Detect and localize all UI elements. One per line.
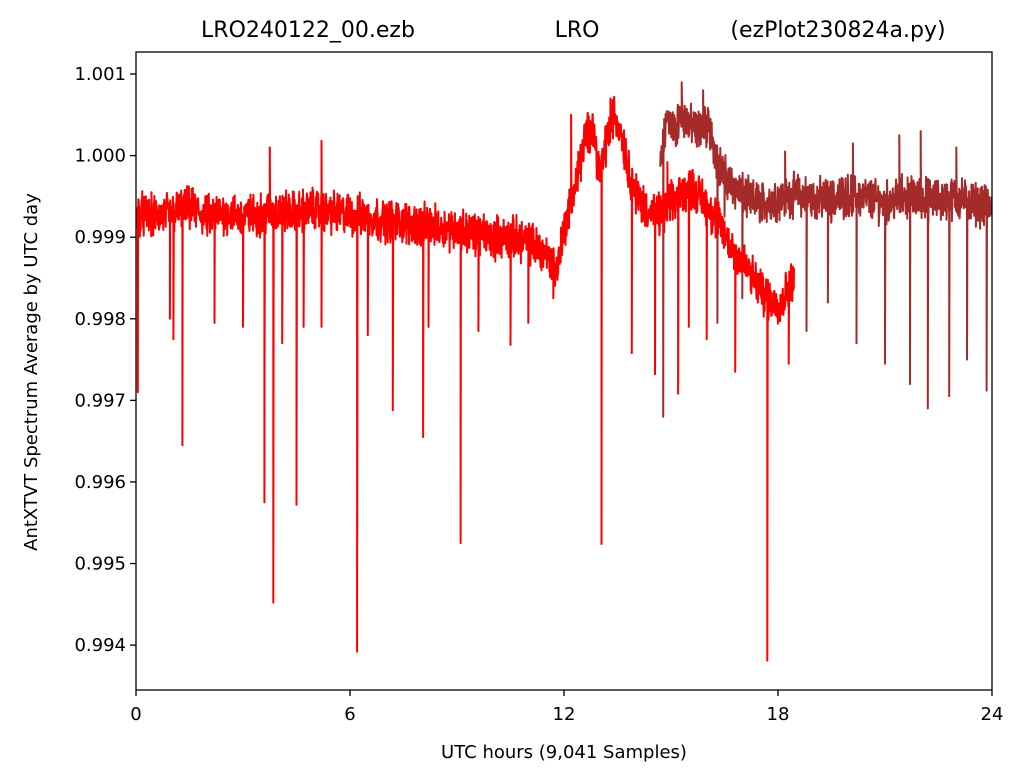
x-axis-label: UTC hours (9,041 Samples) (441, 742, 687, 763)
x-tick-label-2: 12 (553, 704, 576, 725)
x-axis: 0 6 12 18 24 (130, 690, 1003, 725)
series-line-1 (136, 95, 795, 662)
plot-area (136, 81, 992, 662)
y-tick-label-6: 1.000 (74, 146, 126, 167)
title-filename: LRO240122_00.ezb (201, 18, 415, 43)
y-tick-label-5: 0.999 (74, 227, 126, 248)
title-site: LRO (555, 18, 600, 43)
title-script: (ezPlot230824a.py) (730, 18, 945, 43)
y-tick-label-1: 0.995 (74, 554, 126, 575)
y-axis: 0.994 0.995 0.996 0.997 0.998 0.999 1.000 1.001 (74, 64, 136, 656)
y-tick-label-7: 1.001 (74, 64, 126, 85)
y-tick-label-2: 0.996 (74, 472, 126, 493)
x-tick-label-4: 24 (981, 704, 1004, 725)
y-tick-label-4: 0.998 (74, 309, 126, 330)
series-layer (136, 81, 992, 662)
series-line-0 (659, 81, 992, 418)
x-tick-label-3: 18 (767, 704, 790, 725)
x-tick-label-0: 0 (130, 704, 141, 725)
y-tick-label-3: 0.997 (74, 390, 126, 411)
y-tick-label-0: 0.994 (74, 635, 126, 656)
y-axis-label: AntXTVT Spectrum Average by UTC day (21, 193, 42, 551)
x-tick-label-1: 6 (344, 704, 355, 725)
